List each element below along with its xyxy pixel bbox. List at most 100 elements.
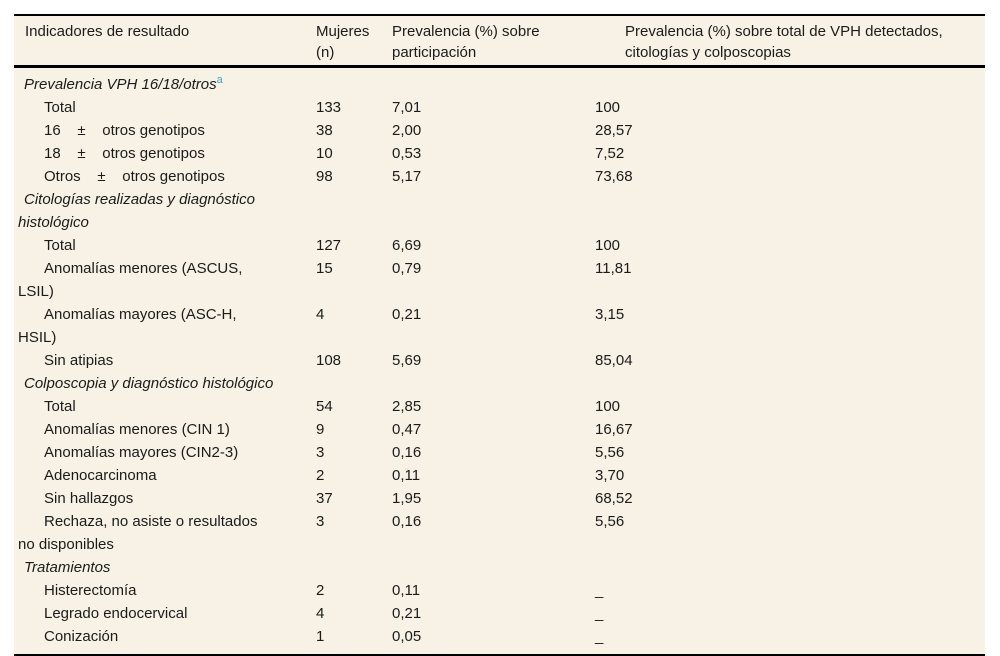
table-row: Histerectomía 2 0,11 _ — [14, 579, 985, 602]
cell-mujeres-n: 38 — [316, 122, 333, 139]
cell-prevalencia-participacion: 2,00 — [392, 122, 422, 139]
cell-prevalencia-total: 5,56 — [595, 513, 625, 530]
cell-mujeres-n: 10 — [316, 145, 333, 162]
table-row: Anomalías menores (CIN 1) 9 0,47 16,67 — [14, 418, 985, 441]
cell-label: Total — [14, 96, 316, 119]
cell-label: Total — [14, 234, 316, 257]
table-body: Prevalencia VPH 16/18/otrosa Total 1 3 3 7,01… — [14, 68, 985, 654]
table-header-row: Indicadores de resultado Mujeres (n) Pre… — [14, 16, 985, 68]
row-label: Adenocarcinoma — [44, 467, 157, 484]
cell-prevalencia-participacion: 0,47 — [392, 421, 422, 438]
footnote-marker[interactable]: a — [216, 74, 223, 86]
cell-label: Anomalías mayores (CIN2-3) — [14, 441, 316, 464]
column-header-prevalencia-total: Prevalencia (%) sobre total de VPH detec… — [625, 23, 943, 61]
cell-label: Colposcopia y diagnóstico histológico — [14, 372, 316, 395]
cell-prevalencia-total: 100 — [595, 398, 621, 415]
cell-mujeres-n: 3 — [316, 513, 325, 530]
cell-mujeres-n: 9 — [316, 421, 325, 438]
cell-prevalencia-total: _ — [595, 605, 604, 622]
cell-mujeres-n: 3 — [316, 444, 325, 461]
table-row: Anomalías menores (ASCUS, LSIL) 15 0,79 11,… — [14, 257, 985, 303]
row-label: Histerectomía — [44, 582, 137, 599]
table-row: Total 127 6,69 100 — [14, 234, 985, 257]
cell-mujeres-n: 4 — [316, 605, 325, 622]
row-label: Conización — [44, 628, 119, 645]
cell-label: Histerectomía — [14, 579, 316, 602]
cell-prevalencia-total: 11,81 — [595, 260, 632, 277]
cell-mujeres-n: 1 — [316, 628, 325, 645]
table-row: Otros ± otros genotipos 98 5,17 73,68 — [14, 165, 985, 188]
table-row: Total 133 7,01 100 — [14, 96, 985, 119]
section-row: Colposcopia y diagnóstico histológico — [14, 372, 985, 395]
row-label: Legrado endocervical — [44, 605, 188, 622]
cell-mujeres-n: 54 — [316, 398, 333, 415]
table-row: Anomalías mayores (CIN2-3) 3 0,16 5,56 — [14, 441, 985, 464]
cell-label: 18 ± otros genotipos — [14, 142, 316, 165]
cell-label: Rechaza, no asiste o resultados no dispo… — [14, 510, 316, 556]
cell-prevalencia-participacion: 0,21 — [392, 605, 422, 622]
cell-label: Adenocarcinoma — [14, 464, 316, 487]
cell-prevalencia-participacion: 0,11 — [392, 582, 421, 599]
cell-prevalencia-total: 5,56 — [595, 444, 625, 461]
cell-label: Sin hallazgos — [14, 487, 316, 510]
section-row: Citologías realizadas y diagnóstico hist… — [14, 188, 985, 234]
cell-prevalencia-participacion: 5,17 — [392, 168, 422, 185]
row-label: Anomalías mayores (ASC-H, HSIL) — [18, 306, 237, 346]
cell-label: Anomalías menores (CIN 1) — [14, 418, 316, 441]
row-label: Colposcopia y diagnóstico histológico — [24, 375, 274, 392]
row-label: Anomalías menores (ASCUS, LSIL) — [18, 260, 243, 300]
table-row: Sin hallazgos 37 1,95 68,52 — [14, 487, 985, 510]
table-row: Legrado endocervical 4 0,21 _ — [14, 602, 985, 625]
row-label: 18 ± otros genotipos — [44, 145, 205, 162]
cell-prevalencia-participacion: 0,11 — [392, 467, 421, 484]
cell-prevalencia-total: 85,04 — [595, 352, 633, 369]
cell-label: Conización — [14, 625, 316, 648]
cell-prevalencia-total: _ — [595, 628, 604, 645]
row-label: Anomalías menores (CIN 1) — [44, 421, 230, 438]
cell-mujeres-n: 4 — [316, 306, 325, 323]
cell-mujeres-n: 37 — [316, 490, 333, 507]
row-label: Tratamientos — [24, 559, 111, 576]
cell-mujeres-n: 15 — [316, 260, 333, 277]
cell-prevalencia-participacion: 7,01 — [392, 99, 422, 116]
row-label: Prevalencia VPH 16/18/otros — [24, 76, 217, 93]
cell-prevalencia-participacion: 0,79 — [392, 260, 422, 277]
column-header-indicadores: Indicadores de resultado — [25, 23, 190, 40]
cell-label: Prevalencia VPH 16/18/otrosa — [14, 73, 316, 96]
table-row: Adenocarcinoma 2 0,11 3,70 — [14, 464, 985, 487]
cell-label: Otros ± otros genotipos — [14, 165, 316, 188]
cell-prevalencia-total: 7,52 — [595, 145, 625, 162]
column-header-prevalencia-participacion: Prevalencia (%) sobre participación — [392, 23, 540, 61]
cell-prevalencia-total: _ — [595, 582, 604, 599]
row-label: Otros ± otros genotipos — [44, 168, 225, 185]
table-row: 16 ± otros genotipos 38 2,00 28,57 — [14, 119, 985, 142]
row-label: Total — [44, 99, 76, 116]
cell-label: Sin atipias — [14, 349, 316, 372]
cell-label: 16 ± otros genotipos — [14, 119, 316, 142]
table-row: Conización 1 0,05 _ — [14, 625, 985, 648]
cell-prevalencia-total: 100 — [595, 99, 621, 116]
cell-mujeres-n: 2 — [316, 582, 325, 599]
row-label: Sin hallazgos — [44, 490, 134, 507]
row-label: Sin atipias — [44, 352, 114, 369]
column-header-mujeres-n: Mujeres (n) — [316, 23, 370, 61]
cell-mujeres-n: 108 — [316, 352, 342, 369]
section-row: Prevalencia VPH 16/18/otrosa — [14, 73, 985, 96]
cell-prevalencia-participacion: 0,05 — [392, 628, 422, 645]
table-row: 18 ± otros genotipos 10 0,53 7,52 — [14, 142, 985, 165]
row-label: 16 ± otros genotipos — [44, 122, 205, 139]
row-label: Rechaza, no asiste o resultados no dispo… — [18, 513, 258, 553]
row-label: Anomalías mayores (CIN2-3) — [44, 444, 239, 461]
table-row: Total 54 2,85 100 — [14, 395, 985, 418]
row-label: Total — [44, 237, 76, 254]
table-row: Anomalías mayores (ASC-H, HSIL) 4 0,21 3,15 — [14, 303, 985, 349]
cell-label: Total — [14, 395, 316, 418]
cell-prevalencia-total: 28,57 — [595, 122, 633, 139]
row-label: Citologías realizadas y diagnóstico hist… — [18, 191, 260, 231]
cell-prevalencia-participacion: 0,21 — [392, 306, 422, 323]
cell-prevalencia-participacion: 1,95 — [392, 490, 422, 507]
cell-prevalencia-participacion: 0,16 — [392, 444, 422, 461]
results-table: Indicadores de resultado Mujeres (n) Pre… — [14, 14, 985, 656]
cell-prevalencia-total: 3,70 — [595, 467, 625, 484]
section-row: Tratamientos — [14, 556, 985, 579]
